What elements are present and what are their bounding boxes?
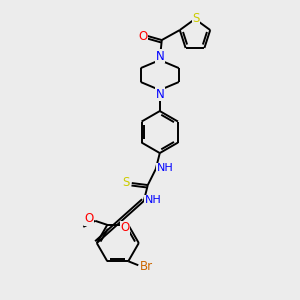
Text: NH: NH — [156, 163, 173, 173]
Text: N: N — [155, 88, 164, 100]
Text: NH: NH — [144, 195, 161, 205]
Text: Br: Br — [140, 260, 153, 273]
Text: S: S — [122, 176, 130, 189]
Text: O: O — [121, 221, 130, 234]
Text: N: N — [155, 50, 164, 63]
Text: S: S — [192, 11, 200, 25]
Text: O: O — [85, 212, 94, 225]
Text: O: O — [138, 30, 147, 43]
